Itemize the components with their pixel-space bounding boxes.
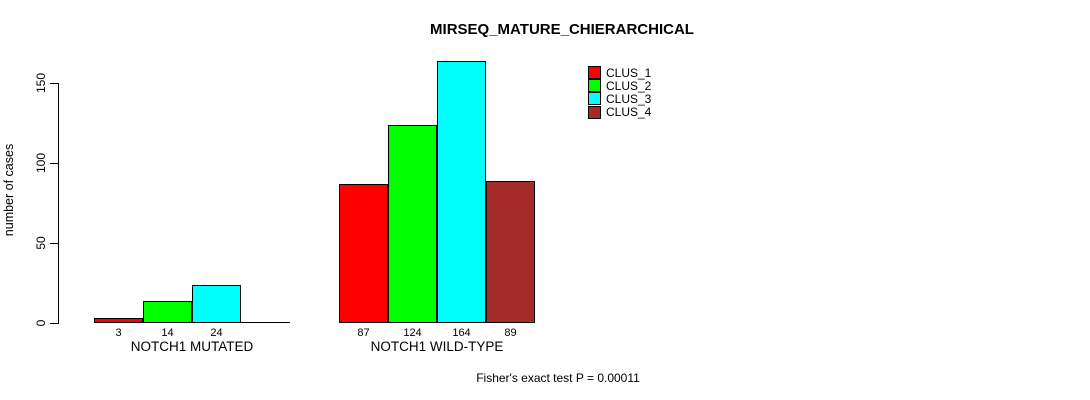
legend: CLUS_1 CLUS_2 CLUS_3 CLUS_4 <box>588 66 651 119</box>
group-label: NOTCH1 MUTATED <box>130 339 254 354</box>
bar-value-label: 24 <box>210 327 223 339</box>
y-tick-label: 150 <box>34 72 48 94</box>
legend-swatch-icon <box>588 92 601 106</box>
legend-label: CLUS_4 <box>606 105 652 120</box>
legend-swatch-icon <box>588 79 601 93</box>
y-axis-line <box>58 83 59 324</box>
bar-clus_1 <box>94 318 143 323</box>
bar-value-label: 14 <box>161 327 174 339</box>
legend-item-clus_4: CLUS_4 <box>588 105 652 120</box>
y-axis-tick <box>50 163 58 164</box>
bar-value-label: 3 <box>115 327 122 339</box>
legend-label: CLUS_2 <box>606 78 652 93</box>
y-axis-label: number of cases <box>2 143 16 237</box>
y-tick-label: 0 <box>34 319 48 327</box>
bar-clus_4 <box>241 322 290 323</box>
bar-clus_4 <box>486 180 535 323</box>
legend-swatch-icon <box>588 105 601 119</box>
legend-label: CLUS_3 <box>606 91 652 106</box>
bar-value-label: 164 <box>452 327 471 339</box>
chart-title: MIRSEQ_MATURE_CHIERARCHICAL <box>430 21 694 38</box>
bar-value-label: 124 <box>403 327 422 339</box>
bar-value-label: 87 <box>357 327 370 339</box>
group-label: NOTCH1 WILD-TYPE <box>370 339 504 354</box>
legend-item-clus_3: CLUS_3 <box>588 91 652 106</box>
bar-value-label: 89 <box>504 327 517 339</box>
legend-label: CLUS_1 <box>606 65 652 80</box>
y-tick-label: 100 <box>34 152 48 174</box>
legend-item-clus_1: CLUS_1 <box>588 65 652 80</box>
bar-clus_1 <box>339 183 388 323</box>
y-axis-tick <box>50 323 58 324</box>
bar-clus_2 <box>143 300 192 323</box>
y-tick-label: 50 <box>34 236 48 250</box>
bar-clus_3 <box>192 284 241 323</box>
bar-clus_2 <box>388 124 437 323</box>
legend-swatch-icon <box>588 66 601 80</box>
legend-item-clus_2: CLUS_2 <box>588 78 652 93</box>
y-axis-tick <box>50 83 58 84</box>
annotation-fisher-test: Fisher's exact test P = 0.00011 <box>476 371 640 385</box>
bar-clus_3 <box>437 60 486 323</box>
y-axis-tick <box>50 243 58 244</box>
